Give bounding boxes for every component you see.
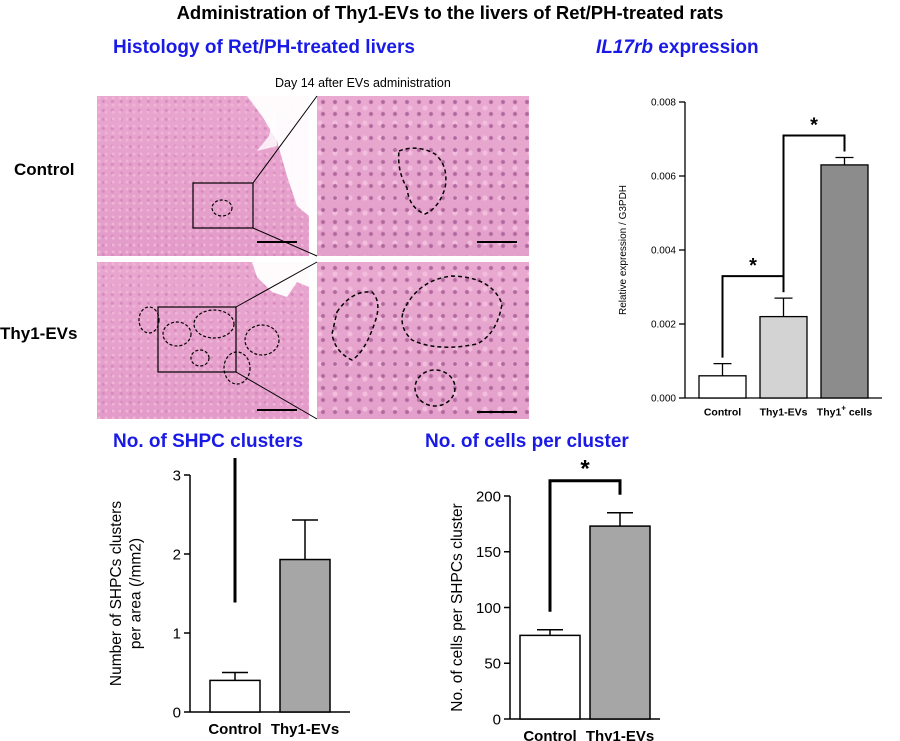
il17rb-bar bbox=[759, 315, 808, 399]
cells-y-tick-label: 0 bbox=[493, 711, 501, 728]
cells-y-tick-label: 100 bbox=[476, 600, 501, 617]
il17rb-title-gene: IL17rb bbox=[596, 37, 654, 58]
clusters-category-label: Thy1-EVs bbox=[271, 721, 339, 738]
il17rb-bar bbox=[698, 375, 747, 399]
clusters-y-tick-label: 0 bbox=[173, 704, 181, 721]
il17rb-y-tick-label: 0.000 bbox=[651, 394, 676, 405]
clusters-y-axis-label: per area (/mm2) bbox=[128, 538, 145, 649]
clusters-y-tick-label: 1 bbox=[173, 625, 181, 642]
cells-chart: 0 50 100 150 200 Control Thy1-EVs * No. of cells… bbox=[449, 458, 660, 741]
il17rb-category-label-main: Control bbox=[704, 407, 741, 419]
clusters-y-tick-label: 2 bbox=[173, 546, 181, 563]
il17rb-category-label: Thy1+ cells bbox=[817, 404, 873, 419]
cells-chart-title: No. of cells per cluster bbox=[425, 431, 629, 452]
il17rb-chart: 0.000 0.002 0.004 0.006 0.008 Control Thy1-EVs… bbox=[618, 98, 882, 419]
il17rb-category-label-sup: + bbox=[841, 404, 846, 413]
il17rb-category-label: Thy1-EVs bbox=[760, 407, 808, 419]
row-label-control: Control bbox=[14, 160, 75, 179]
il17rb-category-label: Control bbox=[704, 407, 741, 419]
histology-control-low-mag-drawing bbox=[192, 96, 309, 243]
clusters-y-axis-label: Number of SHPCs clusters bbox=[108, 501, 125, 686]
il17rb-y-tick-label: 0.006 bbox=[651, 172, 676, 183]
il17rb-category-label-rest: cells bbox=[846, 407, 872, 419]
histology-control-high-mag bbox=[317, 96, 529, 256]
cells-bar bbox=[519, 634, 581, 720]
cells-category-label: Thy1-EVs bbox=[586, 728, 654, 741]
histology-thy1-low-mag bbox=[97, 262, 309, 419]
il17rb-category-label-main: Thy1-EVs bbox=[760, 407, 808, 419]
il17rb-y-tick-label: 0.008 bbox=[651, 98, 676, 109]
cells-category-label: Control bbox=[523, 728, 576, 741]
histology-thy1-low-mag-drawing bbox=[138, 262, 309, 411]
histology-title: Histology of Ret/PH-treated livers bbox=[113, 37, 415, 58]
cells-significance-bracket bbox=[548, 479, 622, 612]
il17rb-y-tick-label: 0.002 bbox=[651, 320, 676, 331]
clusters-chart-title: No. of SHPC clusters bbox=[113, 431, 304, 452]
il17rb-bar bbox=[820, 164, 869, 399]
clusters-category-label: Control bbox=[208, 721, 261, 738]
cells-y-axis-label: No. of cells per SHPCs cluster bbox=[449, 503, 466, 711]
il17rb-significance-star: * bbox=[749, 255, 757, 277]
cells-y-tick-label: 50 bbox=[484, 656, 501, 673]
histology-thy1-high-mag-drawing bbox=[331, 275, 517, 413]
histology-thy1-high-mag bbox=[317, 262, 529, 419]
histology-caption: Day 14 after EVs administration bbox=[275, 76, 451, 90]
il17rb-significance-star: * bbox=[810, 115, 818, 137]
il17rb-significance-bracket bbox=[782, 134, 846, 293]
row-label-thy1-evs: Thy1-EVs bbox=[0, 324, 78, 343]
il17rb-title-rest: expression bbox=[653, 37, 759, 58]
il17rb-y-tick-label: 0.004 bbox=[651, 246, 676, 257]
clusters-bar bbox=[279, 558, 331, 713]
histology-control-high-mag-drawing bbox=[397, 147, 517, 243]
histology-control-low-mag bbox=[97, 96, 309, 256]
clusters-bar bbox=[209, 679, 261, 713]
cells-bar bbox=[589, 525, 651, 720]
il17rb-category-label-main: Thy1 bbox=[817, 407, 842, 419]
clusters-y-tick-label: 3 bbox=[173, 467, 181, 484]
cells-y-tick-label: 150 bbox=[476, 544, 501, 561]
cells-y-tick-label: 200 bbox=[476, 488, 501, 505]
cells-significance-star: * bbox=[580, 458, 590, 483]
figure-title: Administration of Thy1-EVs to the livers… bbox=[176, 2, 724, 23]
il17rb-chart-title: IL17rb expression bbox=[596, 37, 759, 59]
clusters-significance-bracket bbox=[233, 458, 237, 603]
il17rb-y-axis-label: Relative expression / G3PDH bbox=[618, 185, 629, 315]
